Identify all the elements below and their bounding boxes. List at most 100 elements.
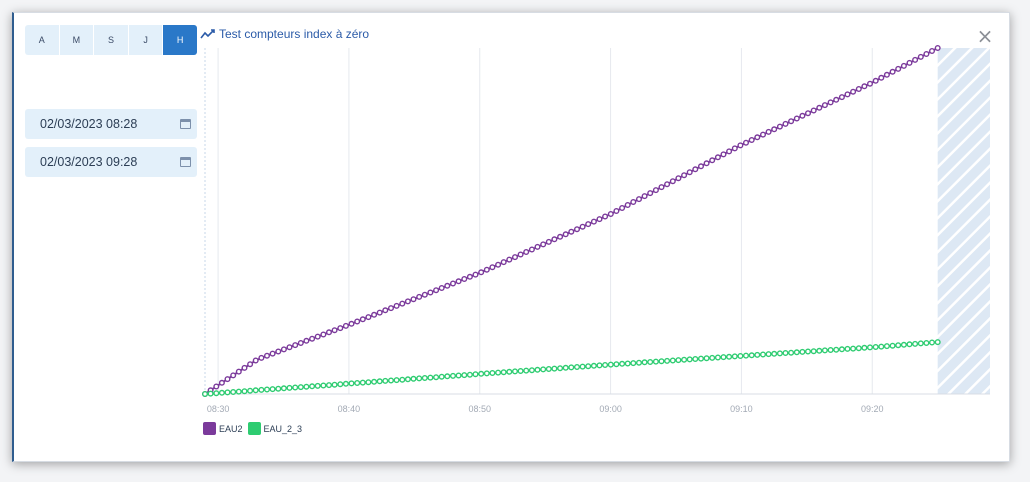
legend-item-eau2[interactable]: EAU2	[203, 422, 243, 435]
data-point	[410, 296, 417, 303]
data-point	[652, 358, 659, 365]
data-point	[275, 385, 282, 392]
data-point	[838, 346, 845, 353]
data-point	[309, 335, 316, 342]
data-point	[630, 360, 637, 367]
close-icon[interactable]: ×	[976, 24, 994, 48]
data-point	[765, 128, 772, 135]
data-point	[230, 389, 237, 396]
data-point	[754, 134, 761, 141]
data-point	[376, 309, 383, 316]
data-point	[512, 368, 519, 375]
data-point	[619, 204, 626, 211]
data-point	[776, 123, 783, 130]
data-point	[867, 80, 874, 87]
data-point	[506, 368, 513, 375]
start-date-field[interactable]: 02/03/2023 08:28	[25, 109, 197, 139]
data-point	[855, 345, 862, 352]
data-point	[754, 351, 761, 358]
period-button-semaine[interactable]: S	[94, 25, 129, 55]
data-point	[703, 160, 710, 167]
data-point	[342, 322, 349, 329]
data-point	[641, 193, 648, 200]
data-point	[788, 349, 795, 356]
data-point	[528, 246, 535, 253]
data-point	[557, 233, 564, 240]
data-point	[399, 300, 406, 307]
data-point	[314, 333, 321, 340]
data-point	[590, 362, 597, 369]
data-point	[303, 383, 310, 390]
data-point	[404, 298, 411, 305]
data-point	[421, 375, 428, 382]
legend-label: EAU_2_3	[263, 423, 303, 434]
data-point	[844, 345, 851, 352]
data-point	[613, 207, 620, 214]
data-point	[235, 368, 242, 375]
data-point	[883, 343, 890, 350]
data-point	[821, 347, 828, 354]
legend-swatch	[203, 422, 216, 435]
data-point	[433, 374, 440, 381]
data-point	[889, 68, 896, 75]
data-point	[466, 371, 473, 378]
calendar-icon[interactable]	[180, 157, 191, 167]
data-point	[675, 357, 682, 364]
data-point	[472, 271, 479, 278]
calendar-icon[interactable]	[180, 119, 191, 129]
data-point	[658, 184, 665, 191]
data-point	[737, 142, 744, 149]
period-button-annee[interactable]: A	[25, 25, 60, 55]
data-point	[427, 374, 434, 381]
data-point	[765, 351, 772, 358]
data-point	[545, 366, 552, 373]
data-point	[850, 88, 857, 95]
data-point	[218, 379, 225, 386]
data-point	[551, 236, 558, 243]
period-selector: A M S J H	[25, 25, 197, 55]
legend-item-eau2-3[interactable]: EAU_2_3	[247, 422, 303, 435]
data-point	[286, 384, 293, 391]
data-point	[568, 228, 575, 235]
data-point	[326, 382, 333, 389]
data-point	[275, 348, 282, 355]
data-point	[230, 372, 237, 379]
data-point	[365, 379, 372, 386]
end-date-field[interactable]: 02/03/2023 09:28	[25, 147, 197, 177]
data-point	[698, 163, 705, 170]
data-point	[889, 342, 896, 349]
data-point	[861, 344, 868, 351]
data-point	[596, 216, 603, 223]
period-button-heure[interactable]: H	[163, 25, 197, 55]
data-point	[782, 350, 789, 357]
data-point	[743, 352, 750, 359]
data-point	[517, 368, 524, 375]
data-point	[348, 380, 355, 387]
data-point	[647, 190, 654, 197]
data-point	[393, 377, 400, 384]
data-point	[444, 373, 451, 380]
data-point	[512, 254, 519, 261]
data-point	[371, 378, 378, 385]
data-point	[917, 53, 924, 60]
x-tick-label: 08:40	[338, 404, 361, 414]
period-button-jour[interactable]: J	[129, 25, 164, 55]
data-point	[686, 356, 693, 363]
data-point	[748, 352, 755, 359]
data-point	[545, 238, 552, 245]
x-tick-label: 09:10	[730, 404, 753, 414]
data-point	[568, 364, 575, 371]
data-point	[844, 91, 851, 98]
data-point	[523, 367, 530, 374]
data-point	[681, 172, 688, 179]
period-button-mois[interactable]: M	[60, 25, 95, 55]
data-point	[810, 348, 817, 355]
data-point	[647, 359, 654, 366]
data-point	[359, 316, 366, 323]
data-point	[337, 325, 344, 332]
data-point	[433, 287, 440, 294]
series-eau-2-3	[201, 339, 941, 398]
data-point	[201, 391, 208, 398]
data-point	[760, 351, 767, 358]
